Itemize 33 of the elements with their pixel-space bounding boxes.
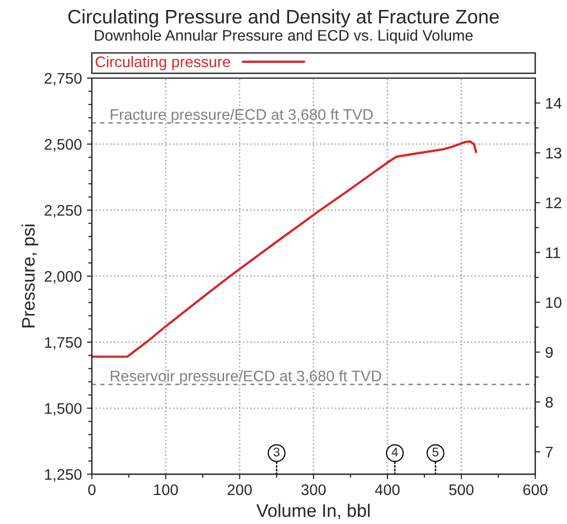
x-tick-label: 600: [523, 484, 548, 496]
annotation: 3: [274, 448, 280, 456]
x-axis-title: Volume In, bbl: [256, 504, 370, 520]
y-tick-label: 1,750: [45, 337, 82, 350]
ref-line-label: Fracture pressure/ECD at 3,680 ft TVD: [110, 108, 373, 123]
y2-tick-label: 14: [546, 98, 562, 109]
y-tick-label: 2,500: [44, 138, 82, 152]
y2-tick-label: 13: [546, 148, 562, 159]
y2-tick-label: 9: [546, 347, 553, 358]
legend-label: Circulating pressure: [96, 56, 230, 70]
x-tick-label: 300: [301, 484, 326, 496]
y-axis-title: Pressure, psi: [22, 224, 38, 328]
y2-tick-label: 8: [546, 396, 553, 408]
y-tick-label: 2,250: [44, 204, 82, 218]
chart-title: Circulating Pressure and Density at Fracture Zone: [68, 9, 499, 28]
y-tick-label: 2,750: [44, 72, 82, 86]
x-tick-label: 500: [449, 484, 474, 496]
x-tick-label: 400: [375, 484, 400, 496]
annotation: 5: [432, 448, 438, 456]
ref-line-label: Reservoir pressure/ECD at 3,680 ft TVD: [110, 370, 382, 384]
y-tick-label: 1,250: [45, 469, 82, 482]
y2-tick-label: 7: [546, 446, 553, 458]
y2-tick-label: 12: [546, 198, 562, 208]
x-tick-label: 200: [228, 484, 252, 496]
chart-subtitle: Downhole Annular Pressure and ECD vs. Liquid Volume: [94, 30, 473, 44]
annotation: 4: [392, 448, 398, 456]
line-series: [92, 140, 478, 358]
y2-tick-label: 11: [546, 248, 560, 258]
y-tick-label: 2,000: [44, 271, 82, 284]
x-tick-label: 100: [154, 484, 178, 496]
y-tick-label: 1,500: [45, 403, 82, 416]
x-tick-label: 0: [88, 484, 96, 496]
y2-tick-label: 10: [546, 297, 562, 308]
